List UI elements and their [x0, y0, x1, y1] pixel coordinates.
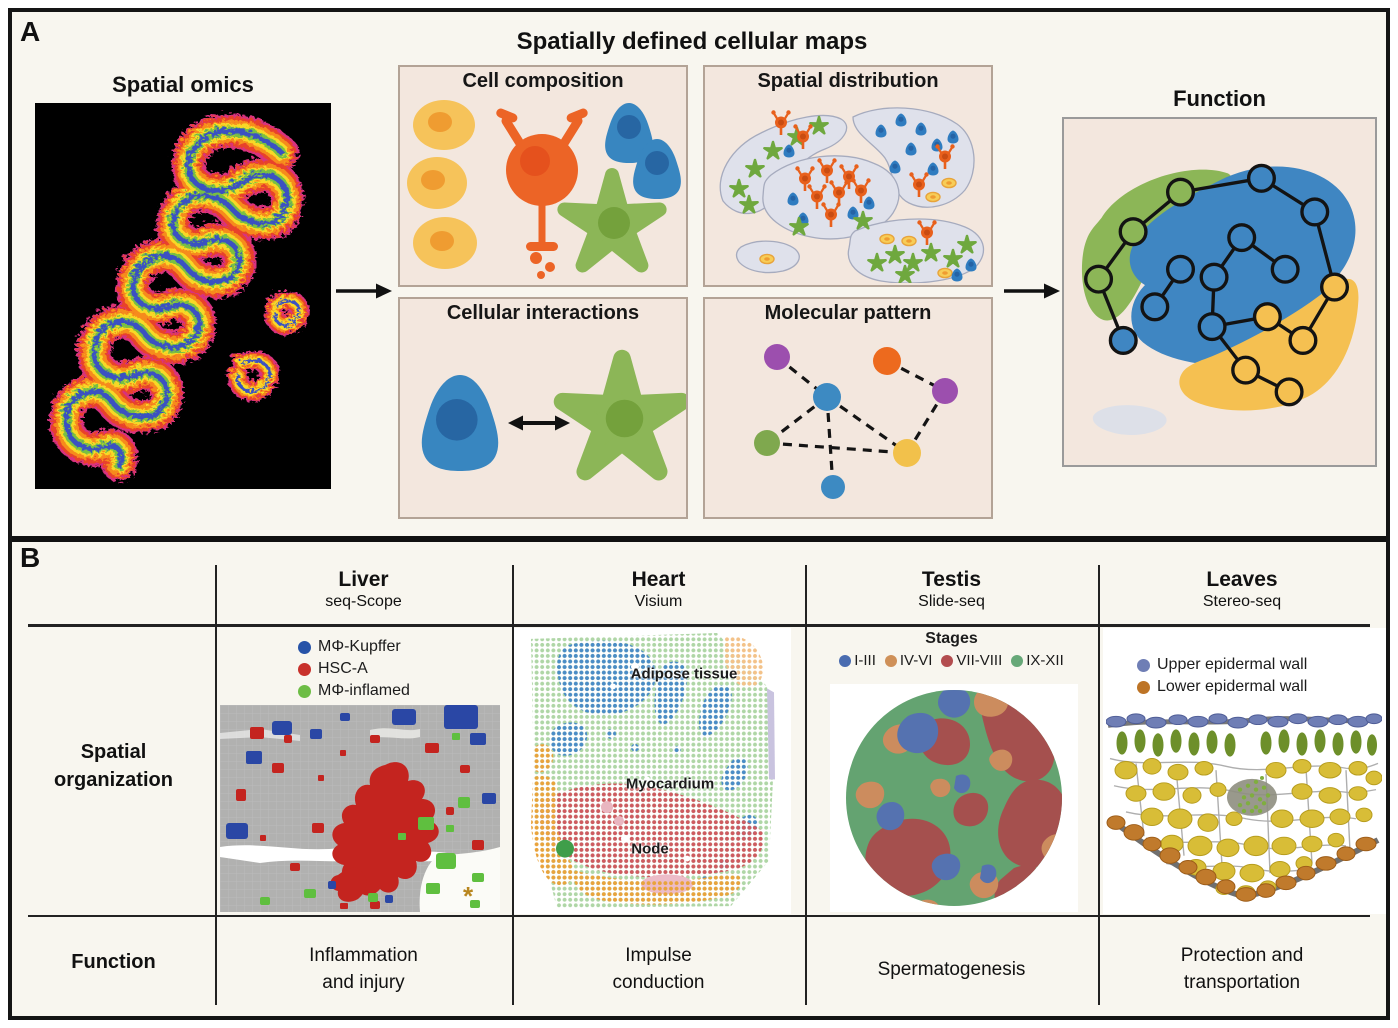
organ-name: Leaves: [1206, 568, 1278, 591]
heart-label-myocardium: Myocardium: [625, 775, 715, 793]
cell-composition-image: [407, 100, 681, 279]
legend-item: HSC-A: [298, 660, 410, 678]
technology-name: Stereo-seq: [1202, 593, 1282, 610]
legend-item: MΦ-Kupffer: [298, 638, 410, 656]
legend-dot-icon: [298, 684, 311, 698]
panel-b-label: B: [20, 542, 41, 573]
testis-legend: I-III IV-VI VII-VIII IX-XII: [805, 652, 1098, 669]
function-heart: Impulse conduction: [612, 945, 705, 993]
legend-item: IV-VI: [884, 652, 932, 669]
heart-map-image: Adipose tissue Myocardium Node: [517, 631, 789, 912]
spatial-omics-title: Spatial omics: [112, 72, 254, 97]
function-title: Function: [1173, 86, 1266, 111]
testis-map-image: [834, 688, 1074, 912]
liver-map-image: *: [220, 705, 500, 912]
organ-name: Liver: [338, 568, 389, 591]
cellular-interactions-title: Cellular interactions: [446, 302, 640, 324]
cell-composition-box: Cell composition: [398, 65, 688, 287]
spatial-omics-image: [35, 103, 331, 489]
maps-title: Spatially defined cellular maps: [516, 28, 868, 55]
table-vline: [805, 565, 807, 1005]
technology-name: seq-Scope: [325, 593, 402, 610]
legend-item: Lower epidermal wall: [1137, 678, 1307, 696]
organ-name: Testis: [921, 568, 982, 591]
heart-label-adipose: Adipose tissue: [630, 665, 738, 683]
spatial-distribution-title: Spatial distribution: [757, 70, 939, 92]
legend-item: IX-XII: [1011, 652, 1064, 669]
table-hline: [28, 624, 1370, 627]
column-header-liver: Liver seq-Scope: [215, 568, 512, 612]
function-box: [1062, 117, 1377, 467]
legend-dot-icon: [941, 654, 954, 667]
legend-item: VII-VIII: [941, 652, 1002, 669]
legend-item: Upper epidermal wall: [1137, 656, 1307, 674]
legend-item: MΦ-inflamed: [298, 682, 410, 700]
table-vline: [1098, 565, 1100, 1005]
liver-legend: MΦ-Kupffer HSC-A MΦ-inflamed: [298, 638, 410, 700]
legend-dot-icon: [884, 654, 897, 667]
row-label-spatial-organization: Spatial organization: [54, 741, 173, 791]
legend-dot-icon: [298, 640, 311, 654]
leaves-image-panel: Upper epidermal wall Lower epidermal wal…: [1103, 628, 1386, 914]
cellular-interactions-box: Cellular interactions: [398, 297, 688, 519]
leaves-legend: Upper epidermal wall Lower epidermal wal…: [1137, 656, 1307, 696]
legend-dot-icon: [1137, 658, 1150, 672]
heart-label-node: Node: [631, 840, 669, 858]
table-vline: [512, 565, 514, 1005]
technology-name: Slide-seq: [918, 593, 985, 610]
column-header-leaves: Leaves Stereo-seq: [1098, 568, 1386, 612]
cell-composition-title: Cell composition: [462, 70, 624, 92]
molecular-pattern-box: Molecular pattern: [703, 297, 993, 519]
column-header-heart: Heart Visium: [512, 568, 805, 612]
molecular-pattern-title: Molecular pattern: [764, 302, 932, 324]
function-liver: Inflammation and injury: [309, 945, 418, 993]
panel-a-label: A: [20, 16, 41, 47]
function-image: [1081, 163, 1359, 435]
legend-dot-icon: [1137, 680, 1150, 694]
figure-panel: A Spatial omics: [8, 8, 1390, 1020]
legend-item: I-III: [839, 652, 876, 669]
legend-dot-icon: [298, 662, 311, 676]
row-label-function: Function: [71, 951, 156, 973]
molecular-pattern-image: [754, 344, 958, 499]
liver-asterisk-marker: *: [463, 881, 474, 911]
spatial-distribution-box: Spatial distribution: [703, 65, 993, 287]
table-vline: [215, 565, 217, 1005]
organ-name: Heart: [631, 568, 686, 591]
table-hline: [28, 915, 1370, 917]
function-testis: Spermatogenesis: [877, 959, 1026, 980]
column-header-testis: Testis Slide-seq: [805, 568, 1098, 612]
spatial-distribution-image: [719, 107, 985, 283]
legend-dot-icon: [839, 654, 852, 667]
function-leaves: Protection and transportation: [1180, 945, 1304, 993]
panel-divider: [12, 536, 1386, 542]
cellular-interactions-image: [421, 349, 686, 481]
technology-name: Visium: [634, 593, 683, 610]
arrow-right-icon: [1002, 280, 1062, 302]
leaf-cross-section-image: [1105, 710, 1383, 910]
arrow-right-icon: [334, 280, 394, 302]
legend-dot-icon: [1011, 654, 1024, 667]
testis-legend-title: Stages: [925, 630, 978, 647]
